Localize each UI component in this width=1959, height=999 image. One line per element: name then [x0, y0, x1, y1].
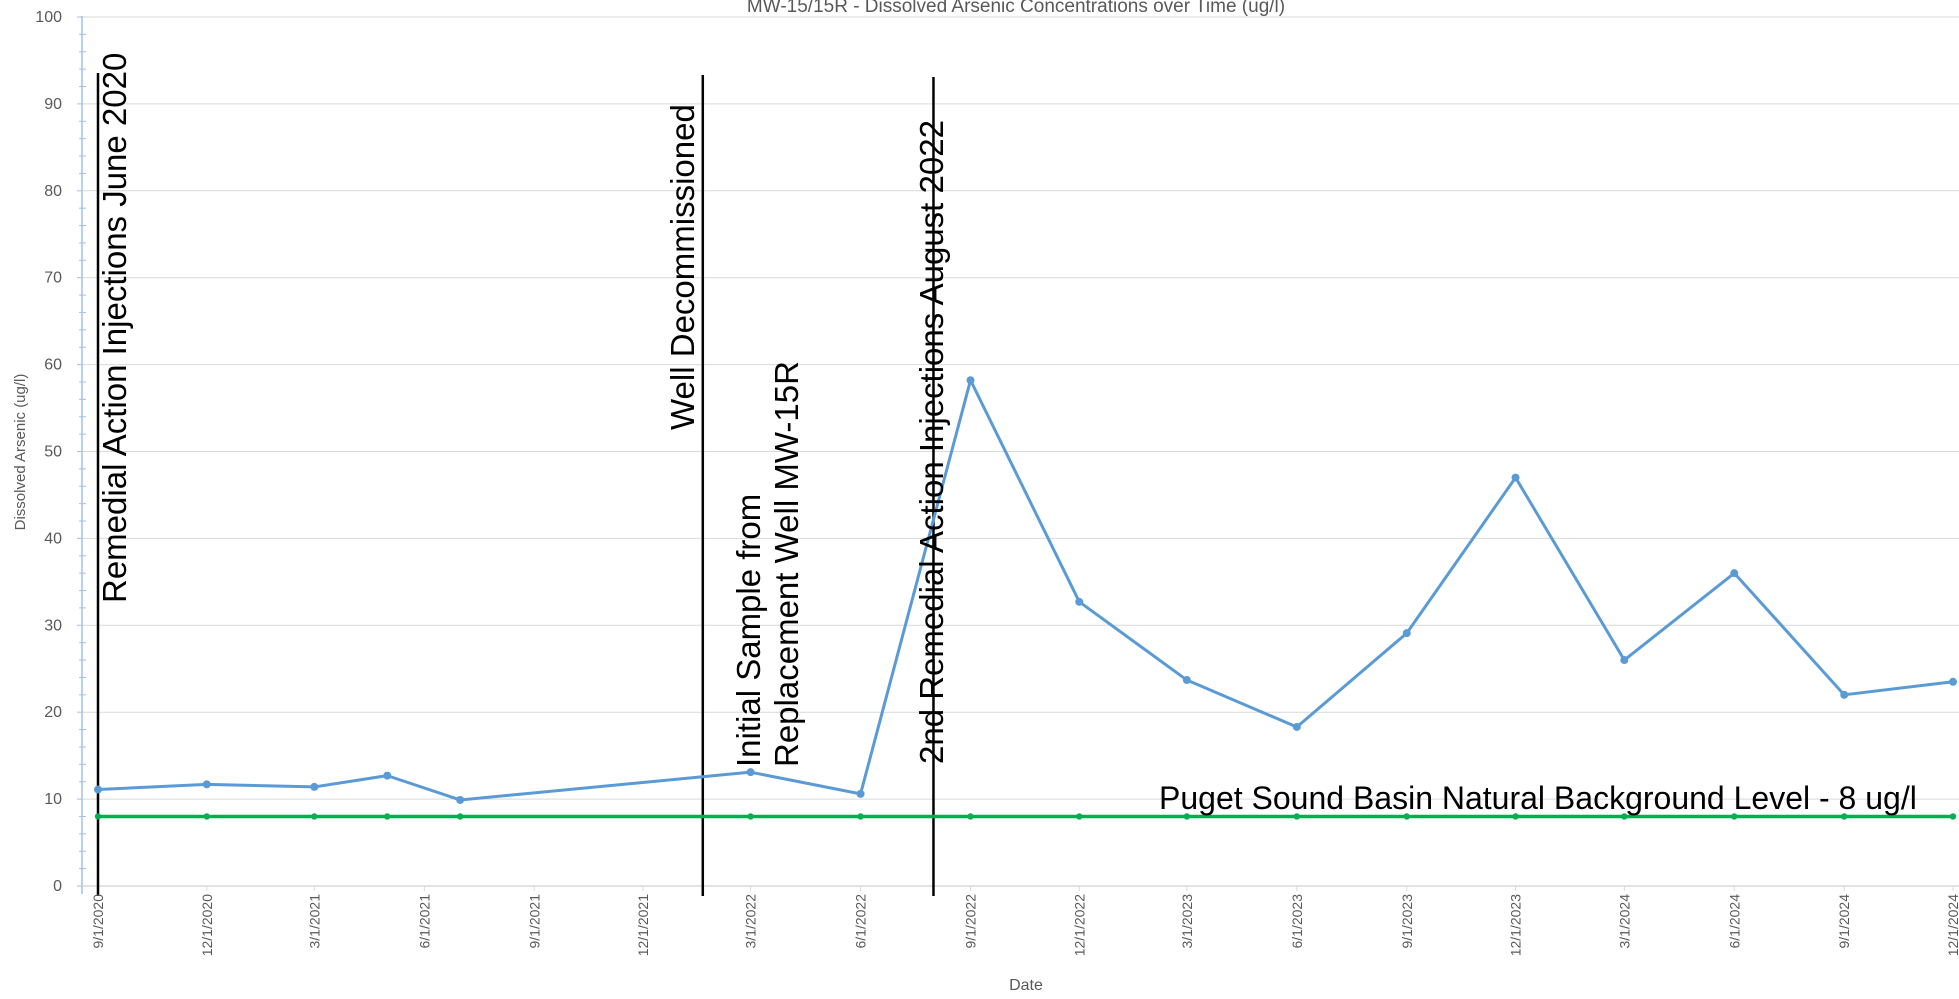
- background-level-point: [1731, 813, 1738, 820]
- y-tick-label: 70: [44, 270, 62, 287]
- arsenic-data-point: [456, 795, 465, 804]
- annotation-text: Replacement Well MW-15R: [768, 361, 805, 767]
- background-level-point: [857, 813, 864, 820]
- background-level-point: [311, 813, 318, 820]
- y-axis-title: Dissolved Arsenic (ug/l): [12, 374, 29, 531]
- y-tick-label: 40: [44, 530, 62, 547]
- chart-title: MW-15/15R - Dissolved Arsenic Concentrat…: [747, 0, 1285, 17]
- arsenic-data-point: [202, 780, 211, 789]
- arsenic-data-point: [1511, 473, 1520, 482]
- x-tick-label: 3/1/2022: [743, 894, 759, 949]
- background-level-point: [1076, 813, 1083, 820]
- arsenic-data-point: [383, 771, 392, 780]
- y-tick-label: 50: [44, 444, 62, 461]
- background-level-point: [1841, 813, 1848, 820]
- annotation-text: Well Decommissioned: [664, 104, 701, 430]
- arsenic-data-point: [1182, 676, 1191, 685]
- y-tick-label: 100: [35, 9, 62, 26]
- arsenic-data-point: [1075, 597, 1084, 606]
- data-series: [94, 376, 1957, 820]
- annotation-text: Remedial Action Injections June 2020: [96, 53, 133, 603]
- y-tick-label: 10: [44, 791, 62, 808]
- arsenic-data-point: [1949, 677, 1957, 686]
- x-tick-label: 6/1/2021: [416, 894, 432, 949]
- arsenic-data-point: [1402, 629, 1411, 638]
- x-tick-label: 9/1/2021: [526, 894, 542, 949]
- y-tick-label: 90: [44, 96, 62, 113]
- arsenic-data-point: [1620, 656, 1629, 665]
- annotation-lines: [96, 73, 935, 896]
- background-level-point: [1403, 813, 1410, 820]
- x-tick-label: 9/1/2022: [963, 894, 979, 949]
- x-tick-label: 3/1/2021: [306, 894, 322, 949]
- x-tick-label: 9/1/2024: [1836, 894, 1852, 949]
- gridlines: [82, 16, 1959, 800]
- arsenic-data-point: [94, 785, 102, 794]
- x-tick-label: 12/1/2024: [1945, 894, 1959, 956]
- x-tick-label: 9/1/2023: [1399, 894, 1415, 949]
- y-tick-label: 20: [44, 704, 62, 721]
- annotation-text: 2nd Remedial Action Injections August 20…: [913, 120, 950, 764]
- arsenic-data-point: [1292, 722, 1301, 731]
- y-tick-label: 60: [44, 357, 62, 374]
- y-tick-label: 30: [44, 617, 62, 634]
- arsenic-data-point: [1840, 690, 1849, 699]
- background-level-point: [1183, 813, 1191, 820]
- background-level-point: [1621, 813, 1628, 820]
- background-level-point: [456, 813, 464, 820]
- x-tick-label: 6/1/2023: [1289, 894, 1305, 949]
- chart-labels: MW-15/15R - Dissolved Arsenic Concentrat…: [12, 0, 1959, 994]
- x-axis-title: Date: [1009, 977, 1043, 994]
- x-tick-label: 3/1/2023: [1179, 894, 1195, 949]
- background-level-point: [384, 813, 391, 820]
- background-level-point: [747, 813, 754, 820]
- y-tick-label: 0: [53, 878, 62, 895]
- arsenic-data-point: [1730, 569, 1739, 578]
- x-tick-label: 12/1/2020: [199, 894, 215, 956]
- annotation-text: Initial Sample from: [730, 494, 767, 767]
- arsenic-data-point: [856, 789, 865, 798]
- x-tick-label: 9/1/2020: [90, 894, 106, 949]
- arsenic-series-line: [97, 378, 1954, 802]
- x-tick-label: 3/1/2024: [1616, 894, 1632, 949]
- axes: [77, 16, 1959, 894]
- arsenic-data-point: [310, 782, 319, 791]
- x-tick-label: 6/1/2022: [853, 894, 869, 949]
- x-tick-label: 12/1/2022: [1071, 894, 1087, 956]
- background-level-point: [1949, 813, 1957, 820]
- background-level-label: Puget Sound Basin Natural Background Lev…: [1159, 780, 1917, 816]
- background-level-point: [1512, 813, 1519, 820]
- background-level-point: [203, 813, 210, 820]
- x-tick-label: 12/1/2021: [635, 894, 651, 956]
- x-tick-label: 6/1/2024: [1726, 894, 1742, 949]
- arsenic-data-point: [746, 768, 755, 777]
- arsenic-data-point: [966, 376, 975, 385]
- background-level-point: [94, 813, 102, 820]
- background-level-point: [1293, 813, 1301, 820]
- x-tick-label: 12/1/2023: [1508, 894, 1524, 956]
- y-tick-label: 80: [44, 183, 62, 200]
- background-level-point: [967, 813, 974, 820]
